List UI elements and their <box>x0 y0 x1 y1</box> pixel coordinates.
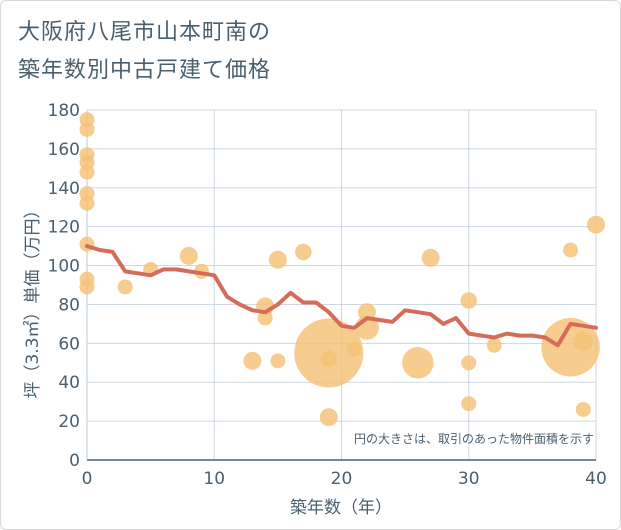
chart-title: 大阪府八尾市山本町南の 築年数別中古戸建て価格 <box>18 14 271 90</box>
y-tick-label: 0 <box>69 451 80 471</box>
y-axis-title: 坪（3.3㎡）単価（万円） <box>23 201 43 398</box>
y-tick-label: 120 <box>48 218 80 238</box>
data-bubble <box>421 248 440 267</box>
data-bubble <box>257 310 273 326</box>
data-bubble <box>243 351 262 370</box>
data-bubble <box>295 243 312 261</box>
title-line-1: 大阪府八尾市山本町南の <box>18 20 272 45</box>
average-line-group <box>85 244 598 348</box>
data-bubble <box>346 341 362 357</box>
data-bubble <box>402 347 434 379</box>
average-line <box>85 244 598 348</box>
x-tick-label: 10 <box>203 469 225 489</box>
y-tick-label: 80 <box>58 295 80 315</box>
grid <box>86 109 597 461</box>
x-tick-label: 40 <box>585 469 607 489</box>
data-bubble <box>268 250 287 269</box>
y-tick-label: 20 <box>58 412 80 432</box>
y-tick-label: 160 <box>48 140 80 160</box>
data-bubble <box>460 292 477 309</box>
title-line-2: 築年数別中古戸建て価格 <box>18 58 272 83</box>
data-bubble <box>270 353 286 369</box>
data-bubble <box>461 396 477 412</box>
data-bubble <box>573 331 594 352</box>
size-note: 円の大きさは、取引のあった物件面積を示す <box>354 431 594 446</box>
data-bubble <box>117 279 133 295</box>
data-bubble <box>179 246 198 265</box>
y-tick-label: 180 <box>48 101 80 121</box>
x-tick-label: 30 <box>458 469 480 489</box>
x-tick-label: 20 <box>331 469 353 489</box>
ticks: 0 20 40 60 80 100 120 140 160 180 0 10 20 30 40 <box>48 101 607 489</box>
data-bubble <box>587 215 605 234</box>
data-bubble <box>319 408 338 427</box>
y-tick-label: 60 <box>58 334 80 354</box>
data-bubble <box>563 242 579 258</box>
y-tick-label: 40 <box>58 373 80 393</box>
data-bubble <box>79 279 95 295</box>
data-bubble <box>79 164 95 180</box>
y-tick-label: 140 <box>48 179 80 199</box>
x-axis-title: 築年数（年） <box>290 498 392 518</box>
y-tick-label: 100 <box>48 257 80 277</box>
data-bubble <box>575 401 591 417</box>
data-bubble <box>461 355 477 371</box>
bubbles <box>79 112 605 427</box>
x-tick-label: 0 <box>82 469 93 489</box>
data-bubble <box>486 337 502 353</box>
data-bubble <box>79 121 95 137</box>
data-bubble <box>79 195 95 211</box>
data-bubble <box>320 350 338 368</box>
